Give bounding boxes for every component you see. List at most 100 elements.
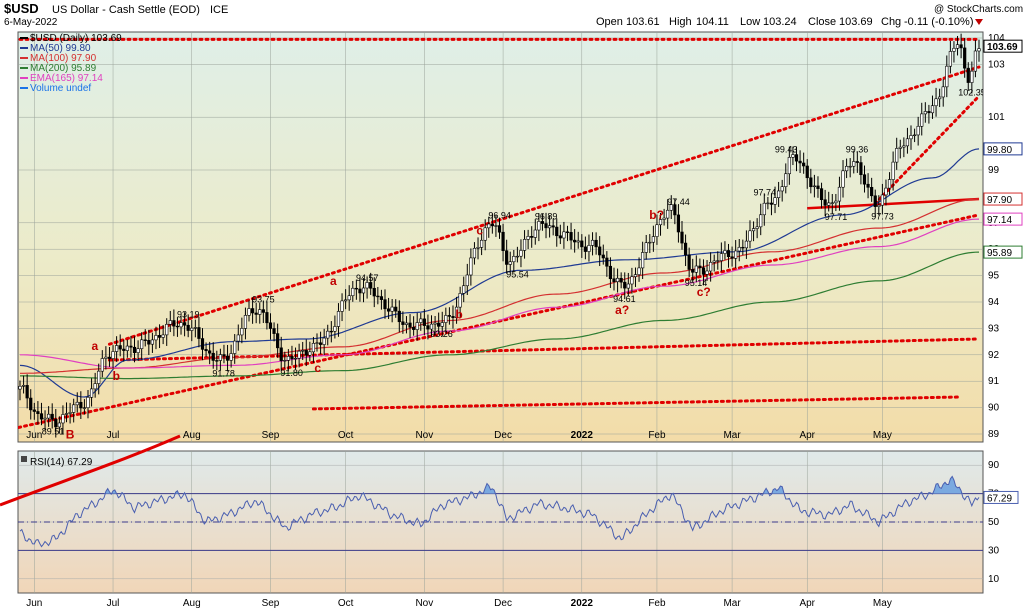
chart-header: $USD US Dollar - Cash Settle (EOD) ICE 6… <box>4 1 1023 28</box>
rsi-line <box>19 475 980 548</box>
price-candle <box>802 162 806 167</box>
rsi-y-tick-label: 50 <box>988 517 1000 528</box>
price-candle <box>208 350 212 354</box>
price-candle <box>726 250 731 258</box>
price-candle <box>86 396 90 409</box>
price-candle <box>72 404 76 413</box>
price-y-tick-label: 104 <box>988 33 1005 44</box>
price-candle <box>75 401 79 406</box>
price-candle <box>551 225 555 228</box>
price-candle <box>21 385 26 387</box>
price-candle <box>784 173 788 187</box>
price-candle <box>458 293 462 308</box>
price-x-tick-label: Dec <box>494 430 512 441</box>
price-candle <box>637 267 641 275</box>
price-candle <box>100 358 104 372</box>
price-candle <box>941 86 945 98</box>
price-candle <box>891 161 895 180</box>
price-candle <box>680 231 684 244</box>
legend-entry: $USD (Daily) 103.69 <box>30 33 122 44</box>
price-x-tick-label: Apr <box>799 430 815 441</box>
ma-line-ma100 <box>20 198 980 374</box>
price-candle <box>132 346 137 353</box>
price-candle <box>970 70 974 83</box>
price-candle <box>129 345 133 348</box>
rsi-x-tick-label: Sep <box>262 598 280 609</box>
price-candle <box>29 397 33 411</box>
price-candle <box>211 352 215 361</box>
wave-label: b <box>455 307 462 321</box>
price-candle <box>902 145 906 148</box>
rsi-x-tick-label: Feb <box>648 598 666 609</box>
price-candle <box>107 356 112 359</box>
price-candle <box>440 322 444 327</box>
ohlc-close: 103.69 <box>839 16 873 28</box>
price-candle <box>293 357 298 360</box>
rsi-legend-swatch <box>21 456 27 462</box>
last-value-box <box>983 212 1023 226</box>
wave-label: b? <box>649 208 664 222</box>
price-candle <box>497 225 502 233</box>
price-annotation: 94.57 <box>356 273 379 283</box>
price-candle <box>959 44 963 49</box>
price-candle <box>190 327 194 331</box>
rsi-x-tick-label: Mar <box>723 598 741 609</box>
price-candle <box>286 356 290 361</box>
price-candle <box>569 232 573 241</box>
price-annotation: 97.74 <box>753 187 776 197</box>
price-x-tick-label: Nov <box>415 430 433 441</box>
price-candle <box>258 309 262 315</box>
price-candle <box>104 356 108 359</box>
price-candle <box>365 282 369 289</box>
price-candle <box>444 315 448 323</box>
price-annotation: 89.51 <box>42 427 65 437</box>
price-candle <box>172 320 176 327</box>
wave-label: C? <box>918 20 934 34</box>
price-annotation: 94.61 <box>613 294 636 304</box>
legend-entry: EMA(165) 97.14 <box>30 73 103 84</box>
legend-entry: MA(200) 95.89 <box>30 63 97 74</box>
price-candle <box>547 225 552 229</box>
price-candle <box>895 148 899 163</box>
price-candle <box>150 339 154 345</box>
price-candle <box>143 339 147 341</box>
price-annotation: 99.36 <box>846 144 869 154</box>
ohlc-low-label: Low <box>740 16 760 28</box>
price-candle <box>887 179 892 189</box>
price-candle <box>89 388 94 398</box>
price-candle <box>644 242 648 253</box>
price-candle <box>852 161 856 167</box>
wave-label: c <box>476 223 483 237</box>
price-candle <box>948 51 952 67</box>
price-candle <box>43 417 47 420</box>
price-candle <box>433 322 437 325</box>
price-candle <box>57 422 61 428</box>
price-annotation: 97.44 <box>667 197 690 207</box>
wave-label: a <box>91 339 98 353</box>
price-candle <box>279 347 283 362</box>
price-candle <box>197 327 201 339</box>
last-value-box <box>983 192 1023 206</box>
price-candle <box>812 185 816 188</box>
instrument-name: US Dollar - Cash Settle (EOD) <box>52 4 200 16</box>
price-y-tick-label: 89 <box>988 429 1000 440</box>
price-x-tick-label: May <box>873 430 892 441</box>
price-candle <box>594 239 598 248</box>
last-value-text: 103.69 <box>987 42 1018 53</box>
price-candle <box>437 322 441 327</box>
price-candle <box>587 245 591 252</box>
price-candle <box>709 262 713 272</box>
price-candle <box>351 287 355 297</box>
price-candle <box>304 350 308 356</box>
rsi-legend-text: RSI(14) 67.29 <box>30 457 93 468</box>
price-candle <box>830 202 834 204</box>
price-candle <box>469 257 473 276</box>
price-candle <box>39 413 44 420</box>
price-y-tick-label: 95 <box>988 271 1000 282</box>
price-candle <box>619 277 623 283</box>
price-y-tick-label: 99 <box>988 165 1000 176</box>
price-candle <box>845 165 849 172</box>
price-candle <box>805 165 809 179</box>
price-candle <box>404 322 409 325</box>
